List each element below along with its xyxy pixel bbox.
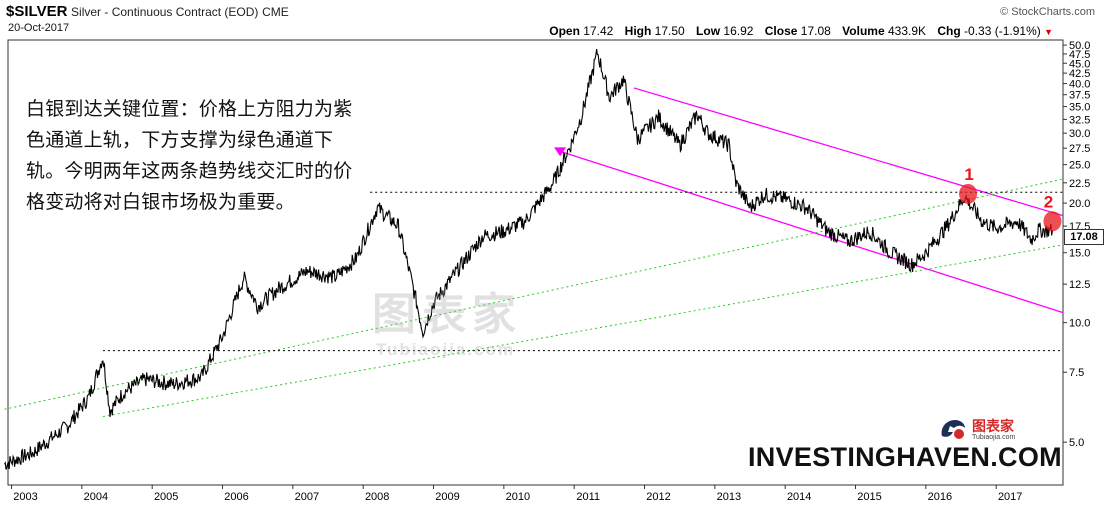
y-tick-label: 22.5: [1069, 178, 1090, 190]
y-tick-label: 37.5: [1069, 90, 1090, 102]
trend-line-4: [102, 244, 1064, 418]
x-tick-label: 2012: [646, 491, 670, 503]
trend-line-2: [559, 150, 1064, 314]
y-tick-label: 45.0: [1069, 58, 1090, 70]
channel-start-marker: [554, 147, 567, 157]
watermark: 图表家: [372, 289, 522, 340]
trend-line-3: [4, 178, 1064, 410]
x-tick-label: 2007: [295, 491, 319, 503]
down-arrow-icon: ▼: [1044, 27, 1053, 37]
last-price-tag: 17.08: [1064, 229, 1104, 245]
y-tick-label: 7.5: [1069, 367, 1084, 379]
x-tick-label: 2015: [857, 491, 881, 503]
y-tick-label: 10.0: [1069, 318, 1090, 330]
y-tick-label: 15.0: [1069, 248, 1090, 260]
watermark-sub: Tubiaojia.com: [376, 340, 516, 359]
x-tick-label: 2005: [154, 491, 178, 503]
logo-text: 图表家: [972, 419, 1014, 435]
y-tick-label: 20.0: [1069, 198, 1090, 210]
y-tick-label: 32.5: [1069, 114, 1090, 126]
symbol: $SILVER: [6, 3, 68, 20]
y-tick-label: 47.5: [1069, 49, 1090, 61]
quote-close: Close 17.08: [764, 24, 831, 38]
chart-header: $SILVER Silver - Continuous Contract (EO…: [6, 3, 289, 20]
annotation-label-2: 2: [1044, 192, 1053, 211]
y-tick-label: 35.0: [1069, 102, 1090, 114]
trend-line-1: [633, 87, 1064, 217]
y-tick-label: 40.0: [1069, 79, 1090, 91]
plot-frame: [7, 39, 1064, 486]
price-line: [4, 49, 1053, 470]
y-tick-label: 27.5: [1069, 143, 1090, 155]
annotation-circle-1: [959, 183, 978, 204]
quote-volume: Volume 433.9K: [842, 24, 927, 38]
tubiaojia-logo: 图表家 Tubiaojia.com: [938, 414, 1038, 444]
x-tick-label: 2011: [576, 491, 600, 503]
x-tick-label: 2016: [928, 491, 952, 503]
y-tick-label: 42.5: [1069, 68, 1090, 80]
y-tick-label: 12.5: [1069, 279, 1090, 291]
logo-sub: Tubiaojia.com: [972, 434, 1016, 441]
x-tick-label: 2004: [84, 491, 108, 503]
chart-date: 20-Oct-2017: [8, 22, 70, 34]
quote-high: High 17.50: [624, 24, 685, 38]
quote-change: Chg -0.33 (-1.91%) ▼: [937, 24, 1053, 38]
x-tick-label: 2008: [365, 491, 389, 503]
x-tick-label: 2017: [998, 491, 1022, 503]
y-tick-label: 5.0: [1069, 437, 1084, 449]
brand-name: INVESTINGHAVEN.COM: [748, 442, 1062, 472]
x-tick-label: 2009: [435, 491, 459, 503]
annotation-circle-2: [1043, 211, 1062, 232]
logo-icon: [941, 420, 965, 439]
x-tick-label: 2006: [224, 491, 248, 503]
x-tick-label: 2013: [717, 491, 741, 503]
y-tick-label: 30.0: [1069, 128, 1090, 140]
y-tick-label: 25.0: [1069, 160, 1090, 172]
y-tick-label: 50.0: [1069, 40, 1090, 52]
quote-bar: Open 17.42 High 17.50 Low 16.92 Close 17…: [549, 24, 1061, 38]
quote-low: Low 16.92: [696, 24, 754, 38]
symbol-description: Silver - Continuous Contract (EOD): [71, 5, 259, 19]
x-tick-label: 2014: [787, 491, 811, 503]
stockcharts-credit: © StockCharts.com: [1000, 6, 1095, 18]
exchange: CME: [262, 5, 289, 19]
quote-open: Open 17.42: [549, 24, 614, 38]
analysis-note: 白银到达关键位置：价格上方阻力为紫色通道上轨，下方支撑为绿色通道下轨。今明两年这…: [26, 98, 353, 213]
x-tick-label: 2003: [13, 491, 37, 503]
x-tick-label: 2010: [506, 491, 530, 503]
annotation-label-1: 1: [964, 165, 973, 184]
